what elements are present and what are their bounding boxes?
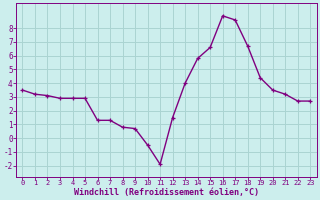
X-axis label: Windchill (Refroidissement éolien,°C): Windchill (Refroidissement éolien,°C) <box>74 188 259 197</box>
